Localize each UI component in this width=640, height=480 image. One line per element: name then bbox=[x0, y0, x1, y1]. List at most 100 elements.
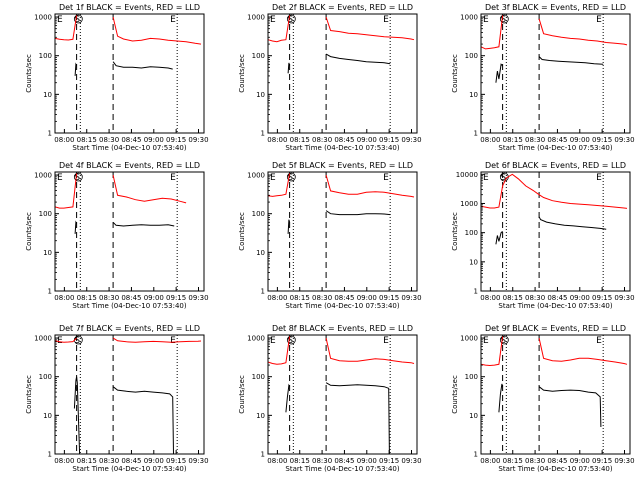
event-marker-label: E bbox=[57, 336, 63, 346]
y-tick-label: 100 bbox=[465, 229, 478, 237]
lld-rate-line bbox=[112, 16, 202, 45]
panel-title: Det 5f BLACK = Events, RED = LLD bbox=[272, 161, 413, 170]
y-axis-label: Counts/sec bbox=[25, 212, 33, 251]
panel-title: Det 1f BLACK = Events, RED = LLD bbox=[59, 3, 200, 12]
x-tick-label: 09:15 bbox=[379, 136, 399, 144]
lld-rate-line bbox=[112, 174, 187, 204]
y-tick-label: 10 bbox=[256, 91, 265, 99]
panel-title: Det 8f BLACK = Events, RED = LLD bbox=[272, 324, 413, 333]
y-tick-label: 1000 bbox=[34, 14, 52, 22]
y-tick-label: 100 bbox=[252, 373, 265, 381]
x-tick-label: 09:30 bbox=[188, 294, 208, 302]
lld-rate-line bbox=[325, 16, 415, 41]
plot-frame bbox=[267, 13, 418, 134]
events-rate-line bbox=[325, 382, 390, 455]
events-rate-line bbox=[538, 216, 607, 230]
events-rate-line bbox=[285, 383, 291, 413]
event-marker-label: E bbox=[170, 173, 176, 183]
event-marker-label: E bbox=[57, 173, 63, 183]
x-tick-label: 08:15 bbox=[290, 294, 310, 302]
x-tick-label: 09:30 bbox=[401, 136, 421, 144]
x-tick-label: 09:00 bbox=[144, 457, 164, 465]
plot-frame bbox=[54, 13, 205, 134]
x-tick-label: 08:00 bbox=[54, 294, 74, 302]
y-tick-label: 1000 bbox=[247, 335, 265, 343]
event-marker-label: E bbox=[170, 15, 176, 25]
lld-rate-line bbox=[538, 337, 628, 365]
events-rate-line bbox=[495, 63, 503, 83]
x-tick-label: 08:45 bbox=[334, 294, 354, 302]
y-tick-label: 1000 bbox=[34, 335, 52, 343]
event-marker-label: E bbox=[596, 173, 602, 183]
y-tick-label: 10 bbox=[256, 412, 265, 420]
x-tick-label: 08:30 bbox=[312, 294, 332, 302]
plot-frame bbox=[267, 334, 418, 455]
x-axis-label: Start Time (04-Dec-10 07:53:40) bbox=[498, 144, 612, 152]
event-marker-circle bbox=[499, 335, 509, 345]
lld-rate-line bbox=[480, 15, 504, 50]
x-tick-label: 09:15 bbox=[592, 294, 612, 302]
x-tick-label: 08:45 bbox=[334, 136, 354, 144]
event-marker-circle bbox=[499, 14, 509, 24]
event-marker-label: S bbox=[74, 336, 80, 346]
y-tick-label: 1000 bbox=[34, 172, 52, 180]
event-marker-label: S bbox=[500, 336, 506, 346]
panel-det-5: Det 5f BLACK = Events, RED = LLD E S E 1 10 10… bbox=[238, 161, 422, 310]
event-marker-label: E bbox=[270, 336, 276, 346]
panel-title: Det 9f BLACK = Events, RED = LLD bbox=[485, 324, 626, 333]
y-tick-label: 1 bbox=[261, 288, 265, 296]
panel-title: Det 3f BLACK = Events, RED = LLD bbox=[485, 3, 626, 12]
x-tick-label: 09:30 bbox=[401, 294, 421, 302]
x-tick-label: 08:15 bbox=[503, 294, 523, 302]
y-axis-label: Counts/sec bbox=[238, 54, 246, 93]
y-tick-label: 1 bbox=[474, 288, 478, 296]
panel-det-9: Det 9f BLACK = Events, RED = LLD E S E 1 10 10… bbox=[451, 324, 635, 473]
panel-det-1: Det 1f BLACK = Events, RED = LLD E S E 1 10 10… bbox=[25, 3, 209, 152]
x-tick-label: 08:15 bbox=[503, 457, 523, 465]
x-tick-label: 08:45 bbox=[547, 294, 567, 302]
y-tick-label: 100 bbox=[465, 373, 478, 381]
events-rate-line bbox=[325, 210, 391, 216]
plot-frame bbox=[480, 171, 631, 292]
y-tick-label: 10 bbox=[43, 412, 52, 420]
event-marker-label: S bbox=[287, 15, 293, 25]
panel-det-8: Det 8f BLACK = Events, RED = LLD E S E 1 10 10… bbox=[238, 324, 422, 473]
x-tick-label: 09:15 bbox=[166, 457, 186, 465]
x-tick-label: 08:30 bbox=[99, 136, 119, 144]
events-rate-line bbox=[498, 383, 504, 413]
x-tick-label: 08:45 bbox=[121, 294, 141, 302]
x-axis-label: Start Time (04-Dec-10 07:53:40) bbox=[72, 302, 186, 310]
lld-rate-line bbox=[480, 173, 628, 209]
x-tick-label: 08:30 bbox=[99, 457, 119, 465]
x-tick-label: 08:45 bbox=[334, 457, 354, 465]
y-tick-label: 10 bbox=[256, 249, 265, 257]
event-marker-label: E bbox=[483, 336, 489, 346]
plot-frame bbox=[480, 334, 631, 455]
y-axis-label: Counts/sec bbox=[25, 375, 33, 414]
y-tick-label: 1 bbox=[261, 451, 265, 459]
y-tick-label: 1000 bbox=[247, 172, 265, 180]
x-tick-label: 09:15 bbox=[592, 457, 612, 465]
panel-det-6: Det 6f BLACK = Events, RED = LLD E S E 1 10 10… bbox=[451, 161, 635, 310]
y-axis-label: Counts/sec bbox=[238, 375, 246, 414]
y-tick-label: 10 bbox=[469, 91, 478, 99]
x-tick-label: 08:00 bbox=[267, 136, 287, 144]
y-tick-label: 1000 bbox=[460, 335, 478, 343]
events-rate-line bbox=[287, 62, 291, 74]
x-tick-label: 09:00 bbox=[570, 136, 590, 144]
event-marker-circle bbox=[286, 172, 296, 182]
y-tick-label: 100 bbox=[39, 52, 52, 60]
x-tick-label: 08:45 bbox=[121, 457, 141, 465]
y-tick-label: 10 bbox=[43, 91, 52, 99]
x-tick-label: 09:15 bbox=[379, 457, 399, 465]
y-tick-label: 1000 bbox=[460, 14, 478, 22]
event-marker-label: S bbox=[287, 173, 293, 183]
panel-title: Det 2f BLACK = Events, RED = LLD bbox=[272, 3, 413, 12]
y-tick-label: 100 bbox=[39, 210, 52, 218]
y-tick-label: 100 bbox=[252, 210, 265, 218]
y-tick-label: 1 bbox=[474, 451, 478, 459]
x-tick-label: 08:45 bbox=[121, 136, 141, 144]
lld-rate-line bbox=[267, 173, 291, 197]
lld-rate-line bbox=[480, 336, 504, 367]
